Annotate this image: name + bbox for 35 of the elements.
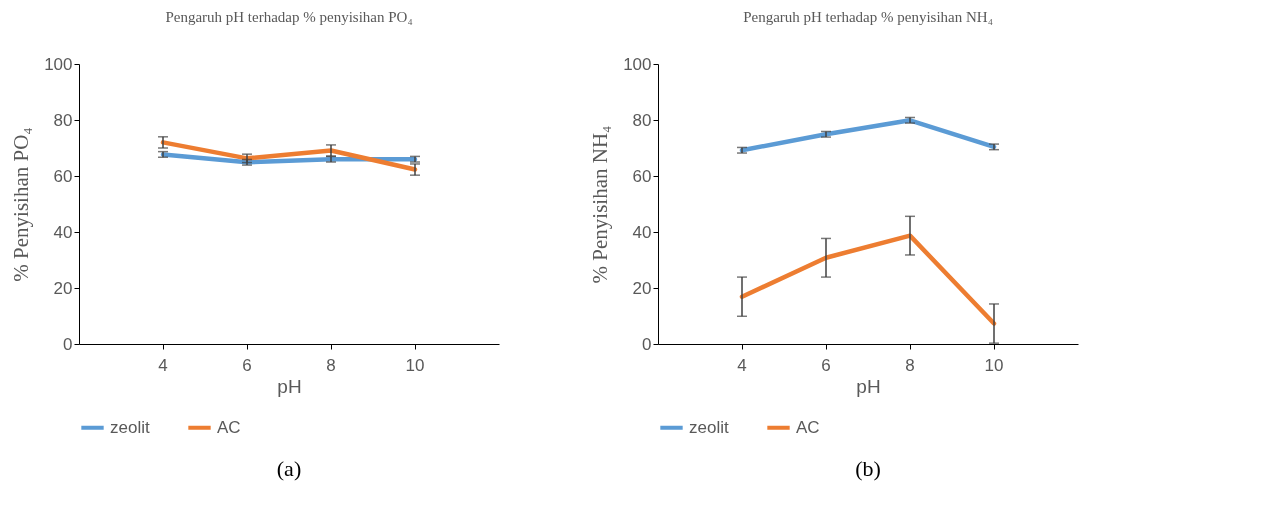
chart-title: Pengaruh pH terhadap % penyisihan NH₄	[743, 9, 993, 25]
y-tick-label: 60	[632, 166, 652, 186]
y-tick-label: 80	[632, 110, 652, 130]
text: (a)	[276, 456, 302, 481]
y-tick-label: 100	[623, 54, 652, 74]
x-axis-title: pH	[277, 375, 302, 397]
y-tick-label: 0	[63, 334, 73, 354]
y-tick-label: 100	[44, 54, 73, 74]
x-tick-label: 4	[158, 355, 168, 375]
x-tick-label: 10	[405, 355, 425, 375]
x-tick-label: 8	[326, 355, 336, 375]
x-tick-label: 10	[984, 355, 1004, 375]
x-tick-label: 6	[821, 355, 831, 375]
line-series	[739, 118, 997, 153]
y-tick-label: 40	[632, 222, 652, 242]
x-tick-label: 8	[905, 355, 915, 375]
chart-title: Pengaruh pH terhadap % penyisihan PO₄	[165, 9, 413, 25]
legend-label: zeolit	[110, 417, 150, 437]
y-tick-label: 20	[53, 278, 73, 298]
line-series	[160, 140, 418, 172]
x-axis-title: pH	[856, 375, 881, 397]
y-tick-label: 20	[632, 278, 652, 298]
legend-label: AC	[217, 417, 241, 437]
y-tick-label: 60	[53, 166, 73, 186]
x-tick-label: 4	[737, 355, 747, 375]
text: (b)	[855, 456, 881, 481]
legend-label: AC	[796, 417, 820, 437]
y-axis-title: % Penyisihan NH₄	[588, 125, 613, 284]
y-tick-label: 0	[642, 334, 652, 354]
legend-label: zeolit	[689, 417, 729, 437]
x-tick-label: 6	[242, 355, 252, 375]
y-tick-label: 40	[53, 222, 73, 242]
y-tick-label: 80	[53, 110, 73, 130]
y-axis-title: % Penyisihan PO₄	[9, 127, 34, 282]
line-series	[739, 233, 997, 326]
